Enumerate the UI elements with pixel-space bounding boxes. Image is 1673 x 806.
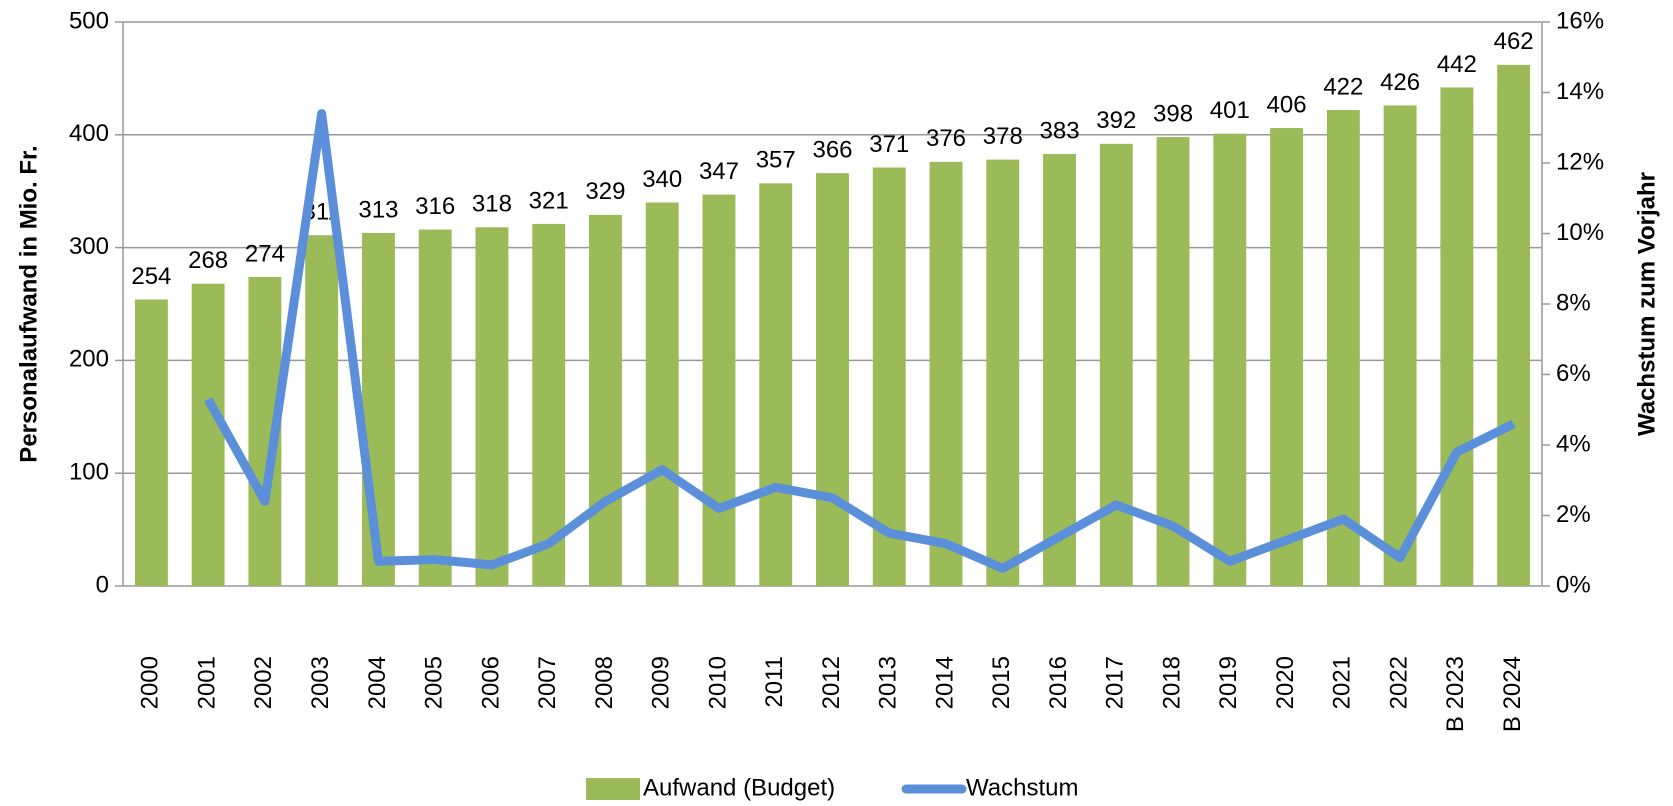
data-label: 268 [188,247,228,274]
bar [872,167,906,586]
x-tick-label: 2018 [1158,656,1185,709]
x-tick-label: 2020 [1272,656,1299,709]
x-tick-label: 2006 [477,656,504,709]
data-label: 426 [1380,69,1420,96]
bar [986,159,1020,586]
bar [929,161,963,586]
x-tick-label: B 2024 [1499,656,1526,732]
x-tick-label: 2013 [875,656,902,709]
x-tick-label: 2004 [364,656,391,709]
data-label: 378 [983,123,1023,150]
x-tick-label: 2007 [534,656,561,709]
x-tick-label: B 2023 [1442,656,1469,732]
bar [191,283,225,586]
y2-tick-label: 0% [1556,571,1591,598]
data-label: 442 [1437,51,1477,78]
x-tick-label: 2016 [1045,656,1072,709]
data-label: 392 [1096,107,1136,134]
x-tick-label: 2014 [931,656,958,709]
y2-tick-label: 4% [1556,430,1591,457]
y-tick-label: 500 [69,7,109,34]
y-tick-label: 200 [69,346,109,373]
x-tick-label: 2002 [250,656,277,709]
bar [1383,105,1417,587]
x-tick-label: 2015 [988,656,1015,709]
data-label: 340 [642,166,682,193]
data-label: 254 [131,263,171,290]
data-label: 366 [812,136,852,163]
data-label: 462 [1494,28,1534,55]
y2-tick-label: 6% [1556,360,1591,387]
x-tick-label: 2008 [591,656,618,709]
bar [1099,143,1133,586]
bar [759,183,793,586]
bar [532,223,566,587]
data-label: 329 [585,178,625,205]
bar [1270,128,1304,587]
x-tick-label: 2017 [1102,656,1129,709]
x-tick-label: 2019 [1215,656,1242,709]
data-label: 318 [472,191,512,218]
x-tick-label: 2000 [137,656,164,709]
legend-label: Wachstum [966,774,1078,801]
data-label: 347 [699,158,739,185]
y2-tick-label: 8% [1556,289,1591,316]
y2-axis-label: Wachstum zum Vorjahr [1633,172,1660,436]
x-tick-label: 2021 [1329,656,1356,709]
data-label: 371 [869,131,909,158]
y-axis-label: Personalaufwand in Mio. Fr. [15,145,42,462]
y2-tick-label: 12% [1556,148,1604,175]
line [204,109,1516,573]
data-label: 357 [756,147,796,174]
bar [1497,64,1531,586]
bar [305,235,339,586]
bar [645,202,679,587]
bar [1326,109,1360,586]
bar [1440,87,1474,586]
bar [418,229,452,586]
legend-label: Aufwand (Budget) [643,774,835,801]
x-tick-label: 2005 [421,656,448,709]
bar [475,227,509,586]
data-label: 316 [415,193,455,220]
data-label: 383 [1040,117,1080,144]
y2-tick-label: 2% [1556,501,1591,528]
y2-tick-label: 16% [1556,7,1604,34]
x-tick-label: 2003 [307,656,334,709]
data-label: 313 [358,196,398,223]
data-label: 274 [245,240,285,267]
data-label: 401 [1210,97,1250,124]
bar [134,299,168,586]
y2-tick-label: 14% [1556,78,1604,105]
y-tick-label: 100 [69,459,109,486]
bar [588,214,622,586]
data-label: 422 [1323,73,1363,100]
bar [702,194,736,587]
y-tick-label: 300 [69,233,109,260]
x-tick-label: 2001 [193,656,220,709]
x-tick-label: 2011 [761,656,788,708]
y-tick-label: 400 [69,120,109,147]
data-label: 376 [926,125,966,152]
x-tick-label: 2010 [704,656,731,709]
x-tick-label: 2012 [818,656,845,709]
bar [1043,153,1077,586]
x-tick-label: 2022 [1385,656,1412,709]
bar [816,173,849,587]
bar [1213,133,1247,586]
data-label: 406 [1267,91,1307,118]
bar [1156,137,1190,586]
x-tick-label: 2009 [648,656,675,709]
data-label: 398 [1153,100,1193,127]
y2-tick-label: 10% [1556,219,1604,246]
y-tick-label: 0 [96,571,109,598]
data-label: 321 [529,187,569,214]
legend-swatch [586,778,640,800]
